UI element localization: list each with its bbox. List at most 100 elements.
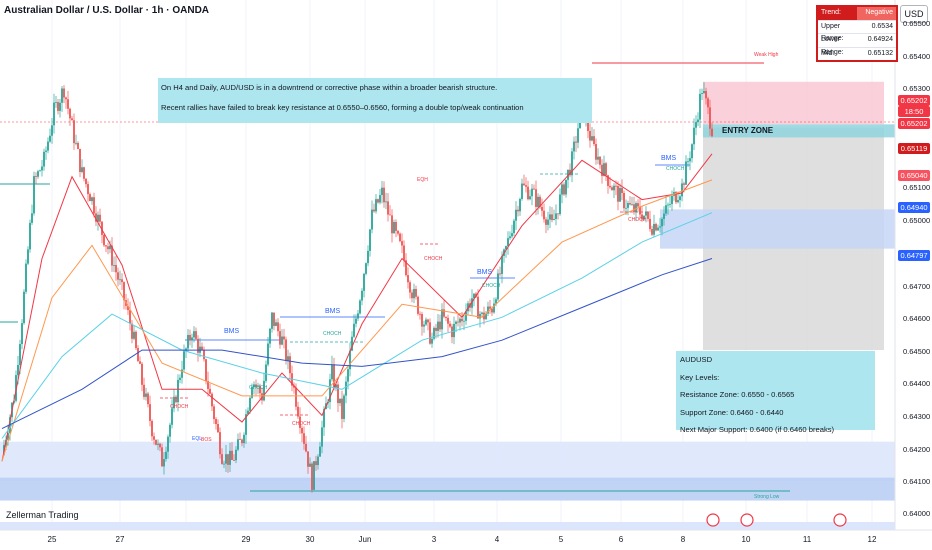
candle-body [265,364,267,381]
price-tag: 0.64940 [898,202,930,213]
candle-body [377,199,379,203]
bms-label: BMS [224,328,240,335]
trend-row: Trend: Negative [818,7,896,21]
candle-body [221,454,223,464]
mid-blue-zone [660,209,895,249]
upper-range-key: Upper Range: [821,22,844,43]
ema-fast-line [1,153,713,462]
candle-body [65,97,67,100]
candle-body [637,203,639,207]
candle-body [553,219,555,221]
candle-body [87,184,89,195]
candle-body [319,446,321,457]
candle-body [661,218,663,227]
candle-body [523,183,525,186]
analysis-note[interactable]: On H4 and Daily, AUD/USD is in a downtre… [158,78,592,123]
candle-body [225,454,227,464]
choch-label: CHOCH [292,421,311,427]
candle-body [295,387,297,407]
candle-body [171,408,173,425]
candle-body [153,436,155,440]
candle-body [53,102,55,126]
bms-label: BMS [477,269,493,276]
candle-body [349,350,351,370]
candle-body [587,115,589,132]
price-tick: 0.65500 [903,19,931,28]
candle-body [249,397,251,411]
candle-body [307,451,309,467]
candle-body [21,323,23,345]
candle-body [99,214,101,222]
candle-body [679,196,681,201]
candle-body [421,314,423,327]
candle-body [665,205,667,214]
candle-body [95,213,97,222]
candle-body [81,167,83,172]
candle-body [109,245,111,250]
candle-body [425,319,427,325]
candle-body [411,292,413,299]
candle-body [229,450,231,465]
candle-body [519,198,521,212]
candle-body [607,175,609,186]
candle-body [567,169,569,180]
candle-body [401,241,403,246]
candle-body [663,213,665,219]
candle-body [93,197,95,214]
candle-body [405,260,407,276]
mid-row: Mid: 0.65132 [818,48,896,61]
candle-body [309,463,311,467]
entry-zone-label: ENTRY ZONE [722,126,774,135]
candle-body [41,166,43,171]
lower-range-value: 0.64924 [867,36,893,43]
price-tick: 0.64300 [903,412,931,421]
candle-body [17,364,19,376]
mid-key: Mid: [821,49,835,57]
candle-body [143,384,145,397]
candle-body [253,384,255,387]
candle-body [547,219,549,225]
choch-label: CHOCH [323,331,342,337]
candle-body [103,234,105,246]
candle-body [605,163,607,176]
candle-body [621,188,623,193]
candle-body [23,291,25,324]
note-line-2: Recent rallies have failed to break key … [161,103,524,112]
candle-body [463,320,465,322]
candle-body [573,141,575,152]
candle-body [113,265,115,266]
candle-body [447,317,449,324]
key-levels-box[interactable]: AUDUSD Key Levels: Resistance Zone: 0.65… [676,351,875,434]
candle-body [489,306,491,309]
support-zone-light [0,441,895,481]
candle-body [563,184,565,195]
candle-body [247,410,249,415]
candle-body [277,322,279,332]
candle-body [539,196,541,207]
candle-body [297,406,299,417]
candle-body [677,200,679,203]
candle-body [275,322,277,326]
candle-body [35,176,37,177]
candle-body [531,188,533,197]
candle-body [279,331,281,345]
currency-badge[interactable]: USD [900,5,928,23]
candle-body [201,346,203,350]
candle-body [413,288,415,299]
time-tick: 6 [618,535,624,544]
candle-body [73,120,75,144]
price-tick: 0.64700 [903,282,931,291]
candle-body [707,98,709,108]
candle-body [219,432,221,455]
candle-body [167,436,169,452]
candle-body [389,214,391,216]
candle-body [561,184,563,195]
levels-heading: Key Levels: [680,372,720,382]
candle-body [507,238,509,247]
choch-label: CHOCH [666,166,685,172]
candle-body [625,207,627,209]
candle-body [63,88,65,98]
time-tick: 5 [558,535,564,544]
candle-body [559,194,561,215]
